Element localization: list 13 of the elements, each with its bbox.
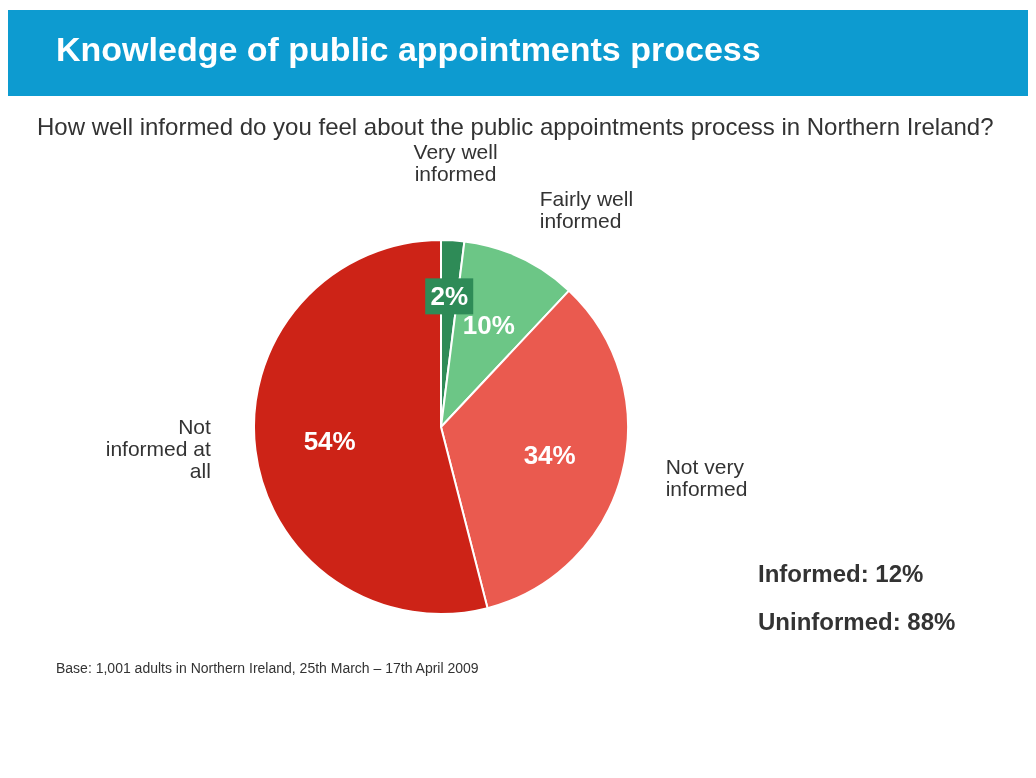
chart-subtitle: How well informed do you feel about the public appointments process in Northern Ireland? xyxy=(37,112,995,142)
text: Uninformed: 88% xyxy=(758,608,956,636)
data-label: 2% xyxy=(430,281,469,312)
chart-title: Knowledge of public appointments process xyxy=(56,30,761,69)
data-label: 54% xyxy=(303,426,356,457)
slice-label: Very well informed xyxy=(413,140,498,186)
slice-label: Not very informed xyxy=(665,454,748,500)
slice-label: Not informed at all xyxy=(105,415,211,483)
data-label: 10% xyxy=(462,310,515,341)
text: Informed: 12% xyxy=(758,560,924,588)
slice-label: Fairly well informed xyxy=(539,187,634,233)
text: Base: 1,001 adults in Northern Ireland, 25th March – 17th April 2009 xyxy=(56,660,479,676)
data-label: 34% xyxy=(523,439,576,470)
